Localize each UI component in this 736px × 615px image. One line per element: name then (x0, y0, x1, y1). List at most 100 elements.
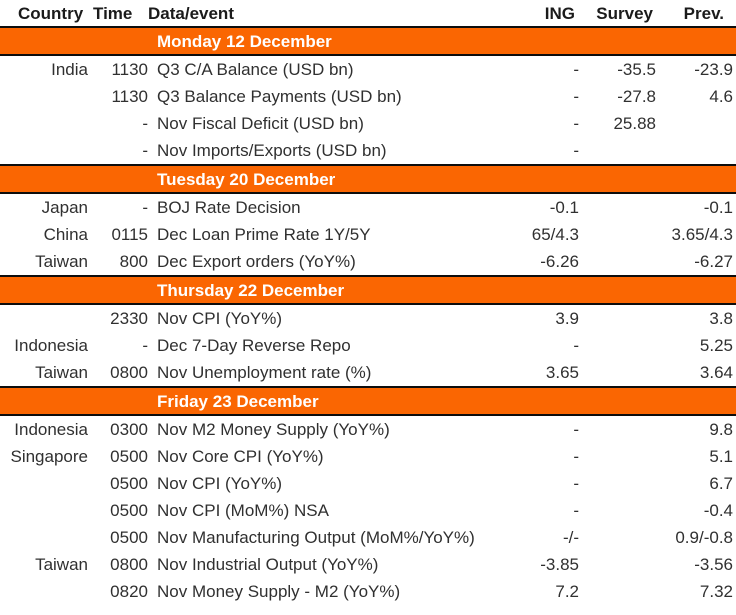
prev-value-cell: 3.8 (709, 309, 733, 328)
event-row: Indonesia - Dec 7-Day Reverse Repo -5.25 (0, 332, 736, 359)
time-cell: 0800 (110, 555, 148, 574)
time-cell: - (142, 198, 148, 217)
time-cell: 0500 (110, 501, 148, 520)
country-cell: Japan (41, 198, 88, 217)
time-cell: 0820 (110, 582, 148, 601)
ing-value-cell: - (573, 87, 579, 106)
event-row: 1130 Q3 Balance Payments (USD bn) - -27.8 4.… (0, 83, 736, 110)
prev-value-cell: 3.65/4.3 (671, 225, 733, 244)
event-row: - Nov Imports/Exports (USD bn) - (0, 137, 736, 164)
ing-value-cell: - (573, 447, 579, 466)
ing-value-cell: - (573, 141, 579, 160)
ing-value-cell: 3.65 (545, 363, 579, 382)
event-row: Taiwan 0800 Nov Industrial Output (YoY%) -3… (0, 551, 736, 578)
prev-value-cell: 9.8 (709, 420, 733, 439)
survey-value-cell: -27.8 (617, 87, 656, 106)
ing-value-cell: -6.26 (540, 252, 579, 271)
ing-value-cell: - (573, 60, 579, 79)
prev-value-cell: -3.56 (694, 555, 733, 574)
event-row: Indonesia 0300 Nov M2 Money Supply (YoY%) -… (0, 416, 736, 443)
time-cell: 2330 (110, 309, 148, 328)
time-cell: 0500 (110, 474, 148, 493)
ing-value-cell: 3.9 (555, 309, 579, 328)
day-section-header: Monday 12 December (0, 26, 736, 56)
event-cell: Nov Unemployment rate (%) (157, 363, 372, 382)
time-cell: 800 (119, 252, 148, 271)
prev-value-cell: 6.7 (709, 474, 733, 493)
event-row: - Nov Fiscal Deficit (USD bn) -25.88 (0, 110, 736, 137)
prev-value-cell: 5.1 (709, 447, 733, 466)
prev-value-cell: -0.1 (703, 198, 733, 217)
event-cell: Nov CPI (YoY%) (157, 474, 283, 493)
country-cell: India (51, 60, 88, 79)
ing-value-cell: -3.85 (540, 555, 579, 574)
country-cell: China (43, 225, 88, 244)
event-row: 0500 Nov CPI (YoY%) - 6.7 (0, 470, 736, 497)
time-cell: - (142, 141, 148, 160)
ing-value-cell: 7.2 (555, 582, 579, 601)
ing-value-cell: - (573, 336, 579, 355)
time-cell: 0115 (111, 225, 148, 244)
event-row: Singapore 0500 Nov Core CPI (YoY%) - 5.1 (0, 443, 736, 470)
prev-value-cell: -23.9 (694, 60, 733, 79)
ing-value-cell: - (573, 474, 579, 493)
column-header-prev: Prev. (683, 3, 724, 23)
event-row: 2330 Nov CPI (YoY%) 3.9 3.8 (0, 305, 736, 332)
time-cell: 1130 (111, 60, 148, 79)
time-cell: - (142, 114, 148, 133)
event-cell: Nov Money Supply - M2 (YoY%) (157, 582, 401, 601)
event-cell: Q3 C/A Balance (USD bn) (157, 60, 354, 79)
table-body: Monday 12 December India 1130 Q3 C/A Balanc… (0, 26, 736, 605)
event-row: Taiwan 800 Dec Export orders (YoY%) -6.26 -6… (0, 248, 736, 275)
column-header-row: Country Time Data/event ING Survey Prev. (0, 0, 736, 26)
day-section-header: Tuesday 20 December (0, 164, 736, 194)
survey-value-cell: -35.5 (617, 60, 656, 79)
event-row: India 1130 Q3 C/A Balance (USD bn) - -35.5 -2… (0, 56, 736, 83)
day-section-header: Friday 23 December (0, 386, 736, 416)
time-cell: - (142, 336, 148, 355)
column-header-survey: Survey (596, 3, 653, 23)
event-cell: Dec 7-Day Reverse Repo (157, 336, 351, 355)
event-cell: Nov Manufacturing Output (MoM%/YoY%) (157, 528, 475, 547)
time-cell: 0300 (110, 420, 148, 439)
column-header-country: Country (18, 3, 84, 23)
ing-value-cell: -0.1 (549, 198, 579, 217)
event-row: 0500 Nov CPI (MoM%) NSA - -0.4 (0, 497, 736, 524)
day-section-label: Thursday 22 December (157, 280, 345, 300)
survey-value-cell: 25.88 (613, 114, 656, 133)
ing-value-cell: - (573, 420, 579, 439)
ing-value-cell: -/- (562, 528, 579, 547)
prev-value-cell: 0.9/-0.8 (675, 528, 733, 547)
country-cell: Singapore (10, 447, 88, 466)
prev-value-cell: 7.32 (699, 582, 733, 601)
column-header-ing: ING (544, 3, 575, 23)
event-cell: Nov Imports/Exports (USD bn) (157, 141, 387, 160)
country-cell: Indonesia (14, 336, 88, 355)
event-cell: Nov CPI (MoM%) NSA (157, 501, 329, 520)
event-cell: Dec Export orders (YoY%) (157, 252, 356, 271)
prev-value-cell: 3.64 (699, 363, 733, 382)
time-cell: 0500 (110, 528, 148, 547)
event-row: 0500 Nov Manufacturing Output (MoM%/YoY%)… (0, 524, 736, 551)
day-section-header: Thursday 22 December (0, 275, 736, 305)
event-cell: BOJ Rate Decision (157, 198, 301, 217)
country-cell: Taiwan (35, 363, 88, 382)
day-section-label: Friday 23 December (157, 391, 319, 411)
day-section-label: Tuesday 20 December (157, 169, 336, 189)
event-cell: Nov Core CPI (YoY%) (157, 447, 324, 466)
event-cell: Q3 Balance Payments (USD bn) (157, 87, 402, 106)
event-cell: Nov Industrial Output (YoY%) (157, 555, 379, 574)
ing-value-cell: 65/4.3 (531, 225, 579, 244)
column-header-event: Data/event (148, 3, 234, 23)
event-cell: Nov Fiscal Deficit (USD bn) (157, 114, 364, 133)
time-cell: 1130 (111, 87, 148, 106)
event-row: Taiwan 0800 Nov Unemployment rate (%) 3.65 3… (0, 359, 736, 386)
country-cell: Taiwan (35, 555, 88, 574)
prev-value-cell: 5.25 (699, 336, 733, 355)
day-section-label: Monday 12 December (157, 31, 332, 51)
event-cell: Dec Loan Prime Rate 1Y/5Y (157, 225, 371, 244)
event-cell: Nov M2 Money Supply (YoY%) (157, 420, 390, 439)
time-cell: 0800 (110, 363, 148, 382)
prev-value-cell: -0.4 (703, 501, 733, 520)
